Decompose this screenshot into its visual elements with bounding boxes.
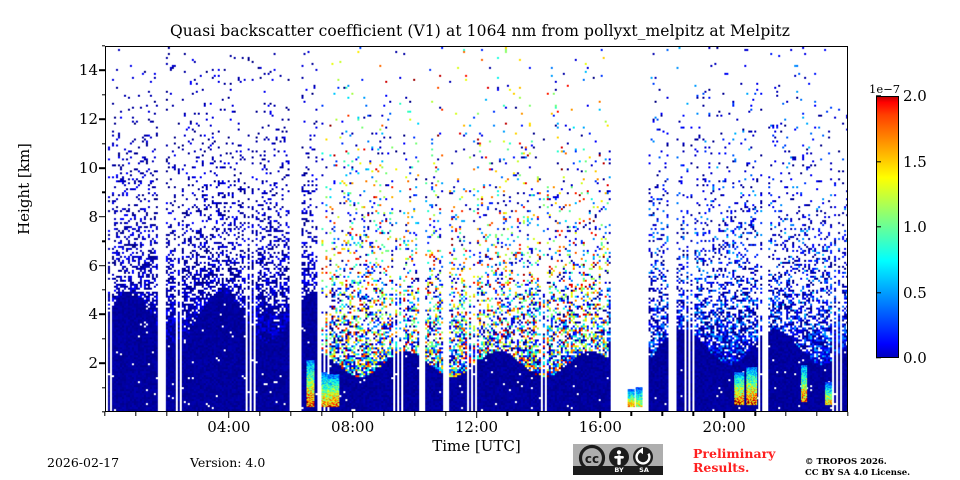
preliminary-line-2: Results. bbox=[693, 460, 750, 476]
y-axis-tick-label: 6 bbox=[88, 256, 98, 275]
y-axis-minor-tick bbox=[101, 45, 105, 47]
x-axis-minor-tick bbox=[444, 412, 447, 416]
colorbar-tick-mark bbox=[876, 291, 881, 294]
x-axis-minor-tick bbox=[259, 412, 261, 416]
y-axis-minor-tick bbox=[101, 94, 105, 96]
y-axis-minor-tick bbox=[101, 142, 105, 145]
x-axis-tick-label: 12:00 bbox=[454, 418, 499, 436]
preliminary-results-note: Preliminary Results. bbox=[693, 446, 776, 476]
colorbar-gradient bbox=[877, 97, 898, 357]
x-axis-tick-mark bbox=[599, 412, 602, 418]
heatmap-canvas bbox=[106, 47, 847, 411]
y-axis-minor-tick bbox=[101, 191, 105, 194]
y-axis-tick-mark bbox=[99, 264, 105, 267]
copyright-text: © TROPOS 2026. CC BY SA 4.0 License. bbox=[805, 457, 910, 480]
cc-license-badge: cc BY SA bbox=[573, 444, 663, 475]
cc-badge-strip bbox=[573, 466, 663, 475]
y-axis-tick-label: 2 bbox=[88, 354, 98, 373]
y-axis-tick-label: 10 bbox=[78, 159, 98, 177]
colorbar-tick-label: 0.0 bbox=[903, 349, 927, 367]
x-axis-minor-tick bbox=[197, 412, 199, 416]
x-axis-tick-mark bbox=[723, 412, 725, 418]
x-axis-minor-tick bbox=[104, 412, 106, 416]
x-axis-minor-tick bbox=[321, 412, 323, 416]
y-axis-tick-label: 4 bbox=[88, 305, 98, 324]
y-axis-label: Height [km] bbox=[15, 143, 33, 235]
y-axis-tick-mark bbox=[99, 216, 105, 218]
x-axis-minor-tick bbox=[506, 412, 509, 416]
x-axis-minor-tick bbox=[135, 412, 137, 416]
x-axis-tick-mark bbox=[351, 412, 354, 418]
y-axis-tick-mark bbox=[99, 362, 105, 364]
x-axis-label: Time [UTC] bbox=[432, 437, 521, 455]
copyright-line-2: CC BY SA 4.0 License. bbox=[805, 468, 911, 479]
x-axis-minor-tick bbox=[847, 412, 849, 416]
version-text: Version: 4.0 bbox=[190, 455, 266, 470]
x-axis-tick-label: 20:00 bbox=[702, 418, 746, 436]
x-axis-tick-label: 16:00 bbox=[578, 418, 622, 436]
cc-badge-icons: cc bbox=[578, 444, 653, 472]
colorbar-tick-label: 0.5 bbox=[903, 283, 927, 302]
x-axis-minor-tick bbox=[290, 412, 292, 416]
colorbar-tick-mark bbox=[876, 357, 881, 359]
y-axis-tick-label: 14 bbox=[78, 61, 98, 80]
y-axis-tick-label: 12 bbox=[78, 110, 98, 129]
page-title: Quasi backscatter coefficient (V1) at 10… bbox=[169, 22, 791, 40]
x-axis-minor-tick bbox=[816, 412, 818, 416]
x-axis-minor-tick bbox=[166, 412, 168, 416]
y-axis-minor-tick bbox=[101, 240, 105, 242]
colorbar-tick-label: 2.0 bbox=[903, 87, 927, 105]
x-axis-minor-tick bbox=[568, 412, 571, 416]
x-axis-minor-tick bbox=[692, 412, 694, 416]
cc-badge-sa-label: SA bbox=[639, 466, 649, 474]
colorbar-tick-label: 1.5 bbox=[903, 152, 927, 171]
y-axis-tick-mark bbox=[99, 313, 105, 316]
x-axis-tick-label: 04:00 bbox=[207, 418, 251, 436]
x-axis-minor-tick bbox=[413, 412, 416, 416]
y-axis-minor-tick bbox=[101, 386, 105, 389]
x-axis-minor-tick bbox=[785, 412, 787, 416]
x-axis-minor-tick bbox=[382, 412, 385, 416]
y-axis-tick-label: 8 bbox=[88, 207, 98, 226]
date-text: 2026-02-17 bbox=[47, 455, 120, 470]
colorbar-tick-mark bbox=[876, 160, 881, 163]
x-axis-minor-tick bbox=[754, 412, 756, 416]
y-axis-minor-tick bbox=[101, 289, 105, 291]
copyright-line-1: © TROPOS 2026. bbox=[805, 457, 887, 467]
colorbar-tick-mark bbox=[876, 226, 881, 228]
y-axis-minor-tick bbox=[101, 338, 105, 340]
cc-badge-by-label: BY bbox=[614, 466, 624, 474]
y-axis-tick-mark bbox=[99, 167, 105, 169]
colorbar-offset-label: 1e−7 bbox=[869, 82, 901, 96]
x-axis-minor-tick bbox=[537, 412, 540, 416]
x-axis-tick-label: 08:00 bbox=[331, 418, 375, 436]
plot-area bbox=[105, 46, 848, 412]
y-axis-tick-mark bbox=[99, 69, 105, 72]
x-axis-minor-tick bbox=[630, 412, 632, 416]
x-axis-tick-mark bbox=[228, 412, 230, 418]
preliminary-line-1: Preliminary bbox=[693, 446, 776, 461]
x-axis-minor-tick bbox=[661, 412, 663, 416]
y-axis-tick-mark bbox=[99, 118, 105, 120]
svg-text:cc: cc bbox=[585, 452, 599, 466]
colorbar-tick-mark bbox=[876, 95, 881, 97]
x-axis-tick-mark bbox=[475, 412, 478, 418]
colorbar-tick-label: 1.0 bbox=[903, 218, 927, 236]
y-axis-minor-tick bbox=[101, 411, 105, 413]
